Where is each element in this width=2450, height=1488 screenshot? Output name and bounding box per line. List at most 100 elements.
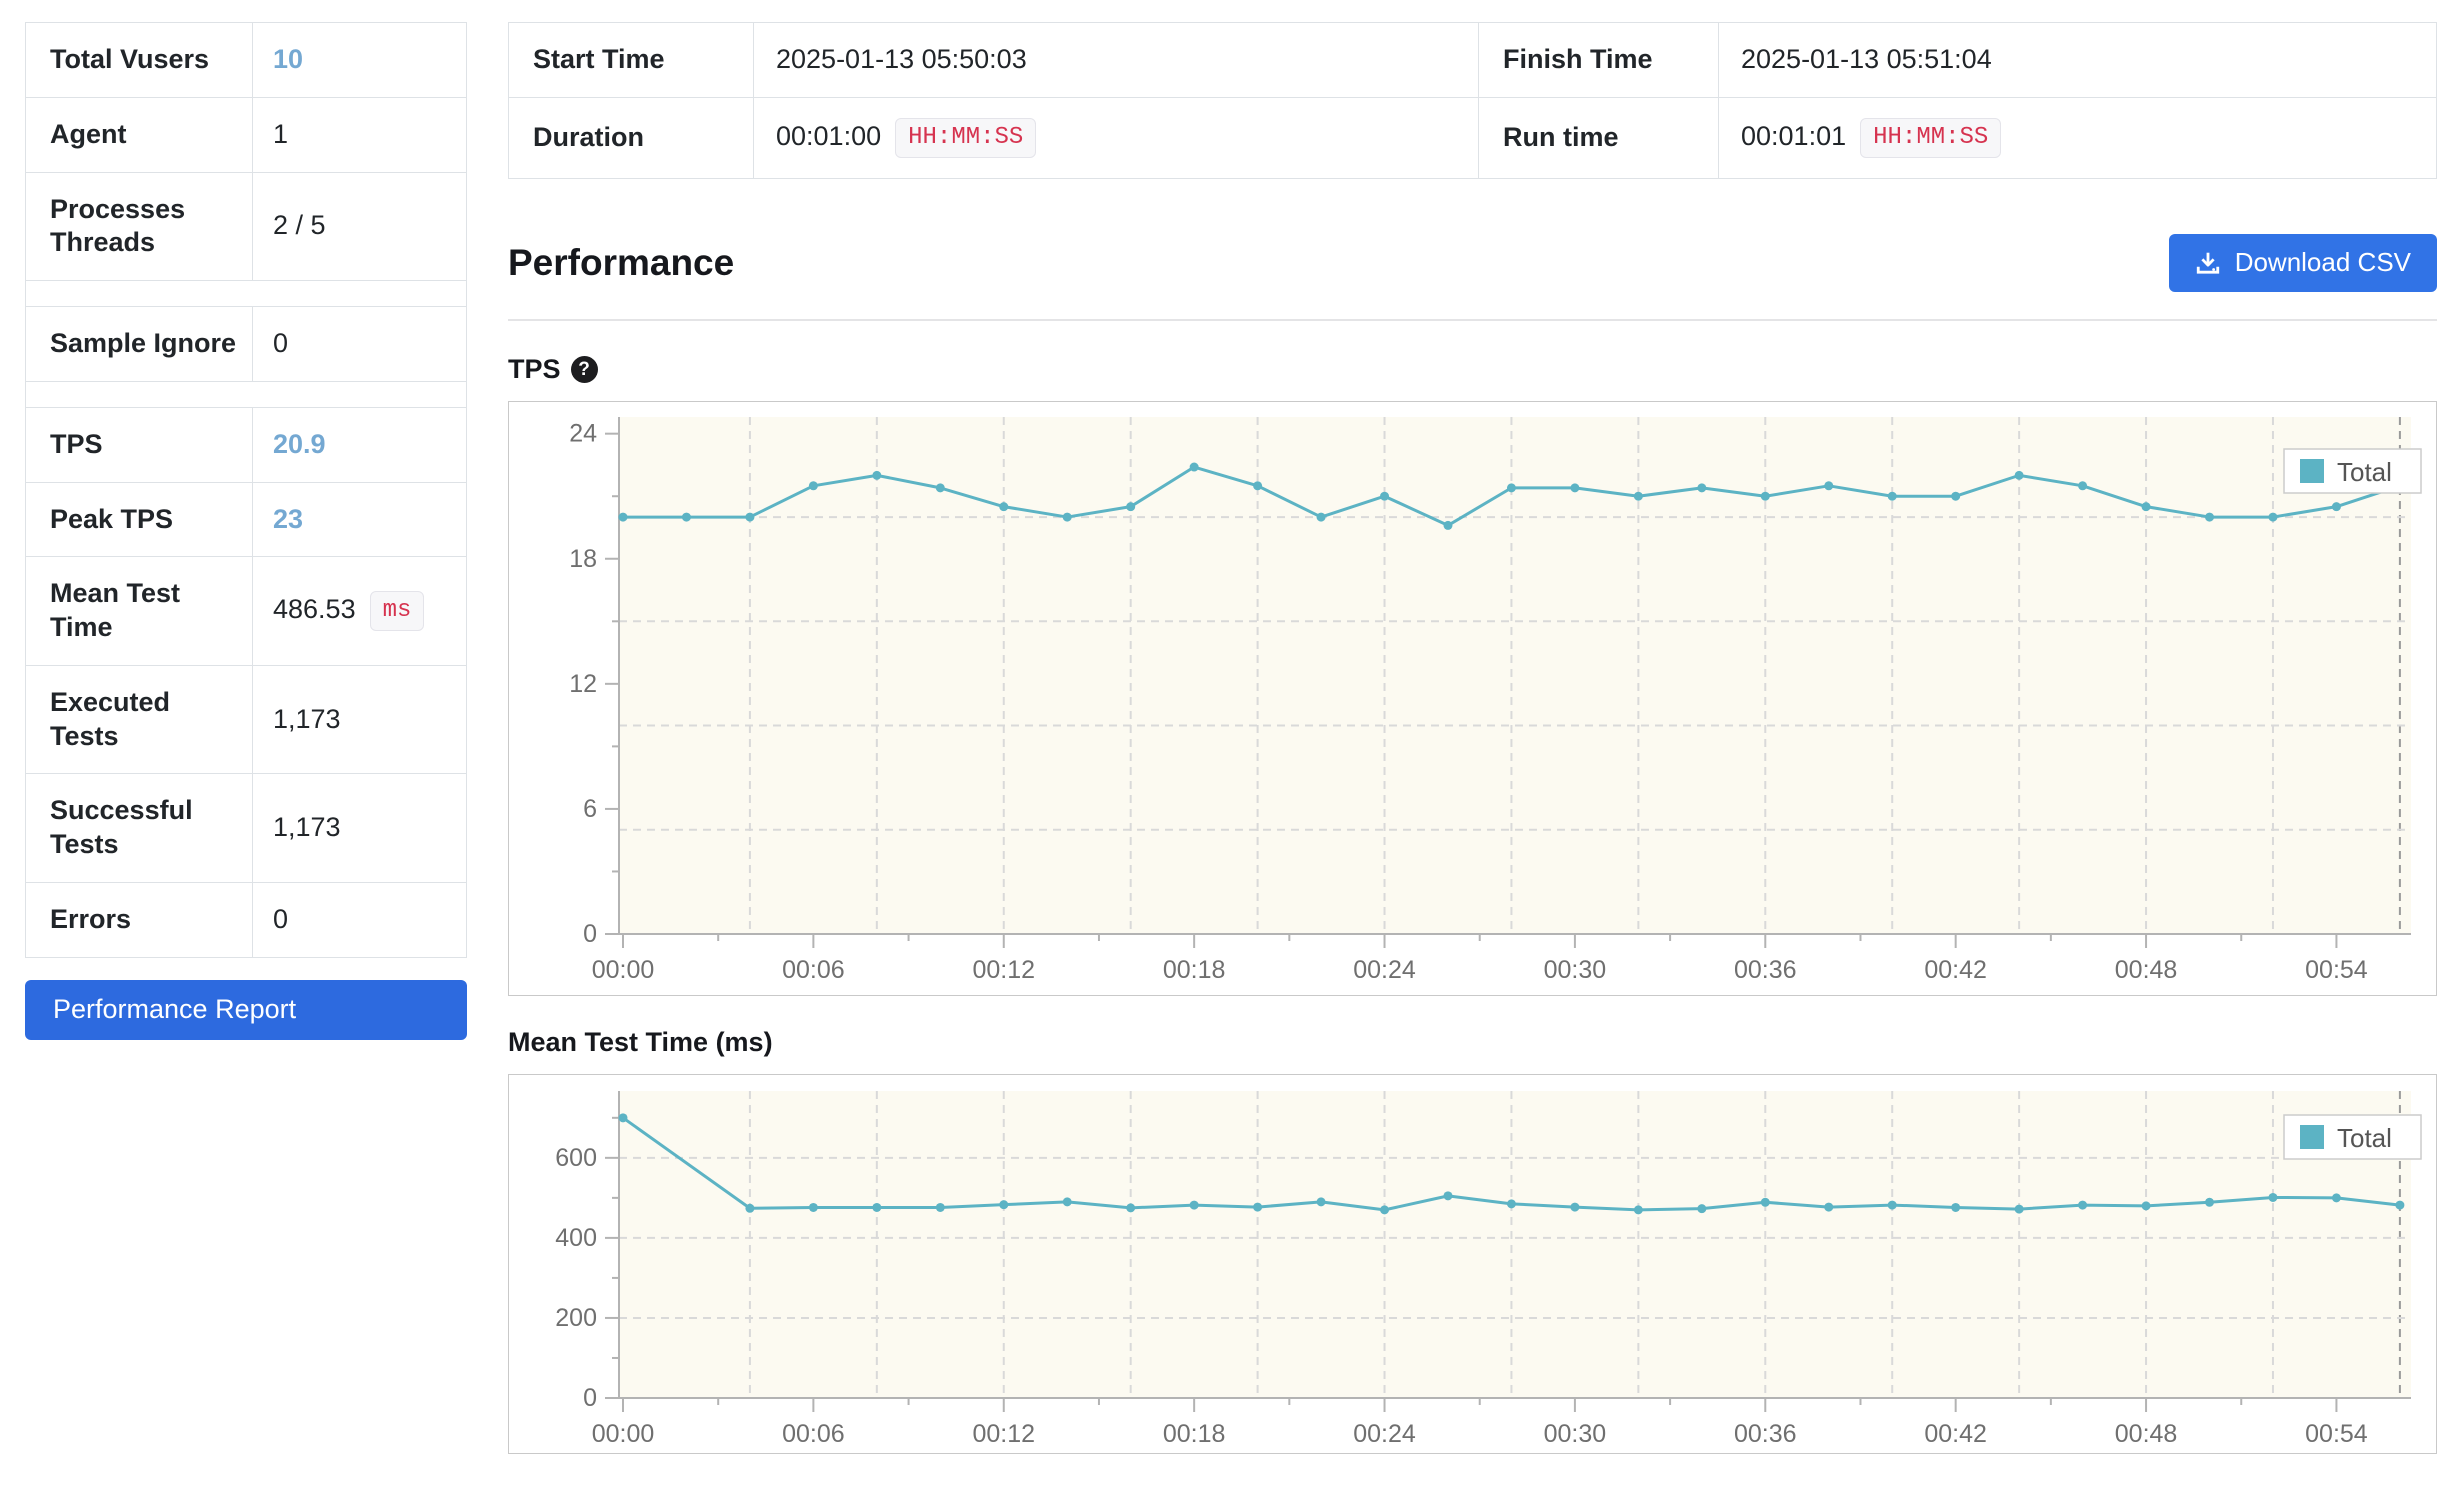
stats-value-text: 10	[273, 44, 304, 74]
data-point	[1760, 1197, 1770, 1207]
time-label: Finish Time	[1478, 22, 1719, 98]
stats-value: 486.53 ms	[252, 556, 467, 666]
data-point	[1189, 1200, 1199, 1210]
x-tick-label: 00:30	[1544, 956, 1607, 984]
download-csv-button[interactable]: Download CSV	[2168, 233, 2437, 292]
y-tick-label: 18	[569, 545, 597, 573]
format-badge: HH:MM:SS	[1860, 117, 2002, 158]
data-point	[2331, 501, 2341, 511]
data-point	[618, 512, 628, 522]
performance-section-title: Performance	[508, 241, 735, 283]
x-tick-label: 00:00	[592, 956, 655, 984]
stats-value: 20.9	[252, 406, 467, 483]
performance-report-button[interactable]: Performance Report	[25, 979, 467, 1040]
data-point	[2395, 1200, 2405, 1210]
stats-table: Total Vusers 10 Agent 1 Processes Threads 2 /…	[25, 22, 467, 958]
stats-value: 0	[252, 881, 467, 958]
data-point	[1062, 512, 1072, 522]
stats-value: 1,173	[252, 773, 467, 883]
x-tick-label: 00:30	[1544, 1420, 1607, 1448]
legend-label: Total	[2337, 1123, 2392, 1153]
time-label: Duration	[508, 96, 754, 179]
x-tick-label: 00:36	[1734, 1420, 1797, 1448]
y-tick-label: 200	[555, 1304, 597, 1332]
stats-label: Successful Tests	[25, 773, 253, 883]
x-tick-label: 00:18	[1163, 1420, 1226, 1448]
stats-label: Mean Test Time	[25, 556, 253, 666]
help-icon[interactable]: ?	[570, 356, 598, 384]
data-point	[808, 481, 818, 491]
stats-sidebar: Total Vusers 10 Agent 1 Processes Threads 2 /…	[25, 22, 467, 1040]
stats-row: Sample Ignore 0	[25, 306, 467, 382]
legend[interactable]: Total	[2283, 1114, 2422, 1160]
time-label: Run time	[1478, 96, 1719, 179]
data-point	[2205, 512, 2215, 522]
x-tick-label: 00:36	[1734, 956, 1797, 984]
y-tick-label: 12	[569, 670, 597, 698]
data-point	[1887, 491, 1897, 501]
tps-chart-container: 0 6 12 18 24 00:00 00:06 00:12 00:18 00:24 00:30 00…	[508, 400, 2437, 996]
legend-label: Total	[2337, 457, 2392, 487]
data-point	[1697, 1203, 1707, 1213]
data-point	[872, 1202, 882, 1212]
data-point	[2014, 470, 2024, 480]
data-point	[2331, 1193, 2341, 1203]
data-point	[2014, 1204, 2024, 1214]
mtt-chart-container: 0 200 400 600 00:00 00:06 00:12 00:18 00:24 00:30…	[508, 1073, 2437, 1454]
data-point	[1633, 1205, 1643, 1215]
data-point	[1443, 520, 1453, 530]
data-point	[1760, 491, 1770, 501]
stats-value-text: 486.53	[273, 594, 356, 625]
tps-chart-title: TPS	[508, 354, 561, 385]
stats-row: Processes Threads 2 / 5	[25, 171, 467, 281]
mtt-chart-title: Mean Test Time (ms)	[508, 1027, 773, 1058]
data-point	[1380, 1205, 1390, 1215]
stats-label: Peak TPS	[25, 481, 253, 558]
spacer-cell	[25, 280, 467, 307]
stats-value-text: 20.9	[273, 428, 326, 459]
stats-label: Processes Threads	[25, 171, 253, 281]
data-point	[1506, 483, 1516, 493]
x-tick-label: 00:12	[972, 956, 1035, 984]
stats-value-text: 1,173	[273, 703, 341, 734]
x-tick-label: 00:24	[1353, 1420, 1416, 1448]
legend[interactable]: Total	[2283, 448, 2422, 494]
stats-label: Sample Ignore	[25, 306, 253, 382]
legend-swatch	[2300, 1124, 2324, 1149]
data-point	[745, 512, 755, 522]
stats-row: Mean Test Time 486.53 ms	[25, 556, 467, 666]
plot-area	[619, 416, 2411, 934]
stats-row: Executed Tests 1,173	[25, 664, 467, 775]
performance-header: Performance Download CSV	[508, 233, 2437, 293]
data-point	[1253, 1202, 1263, 1212]
data-point	[2141, 501, 2151, 511]
stats-row: Peak TPS 23	[25, 481, 467, 558]
x-tick-label: 00:12	[972, 1420, 1035, 1448]
stats-value: 1	[252, 96, 467, 173]
y-tick-label: 24	[569, 419, 597, 447]
download-csv-label: Download CSV	[2234, 247, 2411, 278]
data-point	[1951, 1202, 1961, 1212]
data-point	[1126, 1203, 1136, 1213]
data-point	[2268, 1192, 2278, 1202]
x-tick-label: 00:06	[782, 956, 845, 984]
stats-value-text: 1,173	[273, 812, 341, 843]
spacer-row	[25, 280, 467, 307]
x-tick-label: 00:06	[782, 1420, 845, 1448]
time-value: 00:01:01 HH:MM:SS	[1718, 96, 2437, 179]
data-point	[1824, 1202, 1834, 1212]
tps-chart-header: TPS ?	[508, 351, 2437, 389]
data-point	[1697, 483, 1707, 493]
stats-value: 23	[252, 481, 467, 558]
data-point	[1062, 1197, 1072, 1207]
time-row: Start Time 2025-01-13 05:50:03 Finish Time…	[508, 22, 2437, 98]
time-value: 00:01:00 HH:MM:SS	[753, 96, 1479, 179]
time-value: 2025-01-13 05:50:03	[753, 22, 1479, 98]
stats-value-text: 0	[273, 903, 289, 934]
spacer-row	[25, 380, 467, 408]
stats-row: Successful Tests 1,173	[25, 773, 467, 883]
stats-value: 2 / 5	[252, 171, 467, 281]
stats-label: Total Vusers	[25, 22, 253, 98]
data-point	[1443, 1191, 1453, 1201]
data-point	[2141, 1201, 2151, 1211]
